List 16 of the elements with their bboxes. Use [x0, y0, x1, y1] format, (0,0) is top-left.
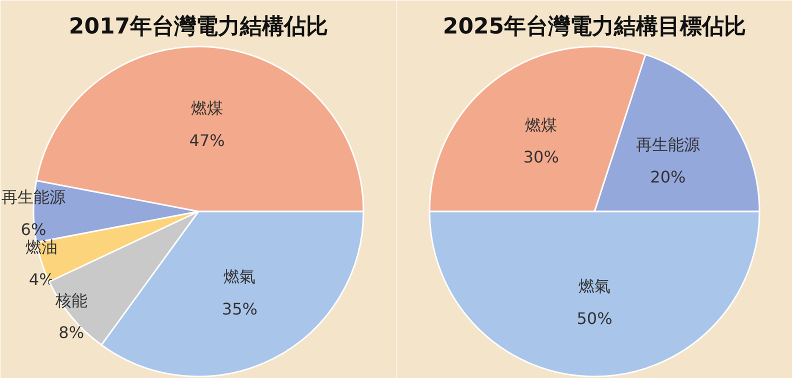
- slice-label: 核能: [54, 290, 88, 310]
- slice-label: 再生能源: [636, 134, 700, 154]
- data-label: 20%: [650, 167, 686, 186]
- chart-title: 2025年台灣電力結構目標佔比: [442, 14, 746, 40]
- slice-label: 燃油: [26, 238, 58, 257]
- slice-label: 燃煤: [191, 98, 224, 118]
- slice-label: 燃煤: [525, 115, 558, 134]
- data-label: 6%: [20, 220, 46, 239]
- data-label: 30%: [523, 148, 559, 167]
- data-label: 50%: [576, 309, 612, 328]
- slice-label: 燃氣: [224, 266, 256, 286]
- data-label: 8%: [58, 323, 84, 342]
- data-label: 47%: [189, 131, 225, 150]
- data-label: 35%: [222, 299, 258, 318]
- chart-title: 2017年台灣電力結構佔比: [68, 14, 328, 40]
- slice-label: 燃氣: [578, 276, 610, 296]
